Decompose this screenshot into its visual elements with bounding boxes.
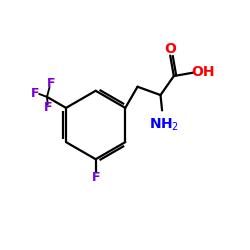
Text: F: F: [44, 102, 52, 114]
Text: F: F: [92, 171, 100, 184]
Text: F: F: [46, 77, 55, 90]
Text: O: O: [164, 42, 176, 56]
Text: OH: OH: [192, 65, 215, 79]
Text: NH$_2$: NH$_2$: [149, 117, 179, 134]
Text: F: F: [30, 87, 39, 100]
